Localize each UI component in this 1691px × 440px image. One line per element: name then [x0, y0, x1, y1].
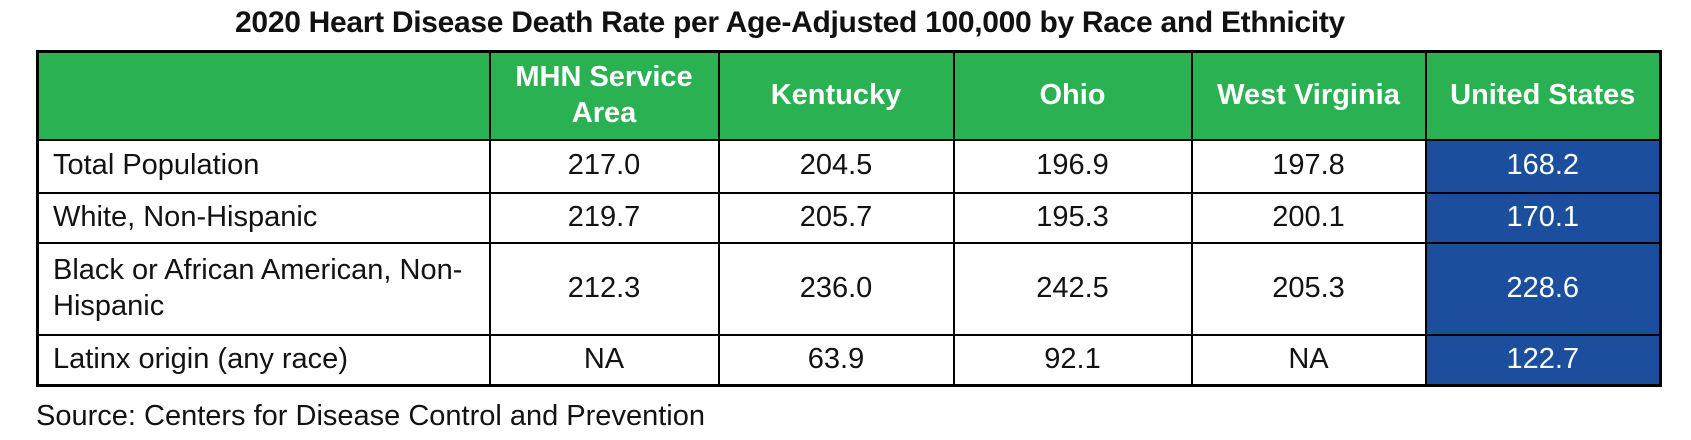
column-header-kentucky: Kentucky	[717, 50, 955, 141]
column-header-west-virginia: West Virginia	[1190, 50, 1427, 141]
column-header-united-states: United States	[1424, 50, 1662, 141]
chart-title: 2020 Heart Disease Death Rate per Age-Ad…	[235, 6, 1345, 39]
data-cell-west-virginia: NA	[1190, 333, 1427, 387]
data-cell-united-states: 122.7	[1424, 333, 1662, 387]
data-cell-west-virginia: 197.8	[1190, 138, 1427, 194]
data-cell-west-virginia: 205.3	[1190, 241, 1427, 336]
table-row-white-non-hispanic: White, Non-Hispanic 219.7 205.7 195.3 20…	[36, 191, 1662, 244]
data-cell-mhn: 217.0	[488, 138, 720, 194]
data-cell-west-virginia: 200.1	[1190, 191, 1427, 244]
data-cell-ohio: 195.3	[952, 191, 1193, 244]
column-header-mhn-service-area: MHN Service Area	[488, 50, 720, 141]
row-label: Total Population	[36, 138, 491, 194]
data-cell-mhn: 219.7	[488, 191, 720, 244]
data-cell-mhn: 212.3	[488, 241, 720, 336]
header-row: MHN Service Area Kentucky Ohio West Virg…	[36, 50, 1662, 141]
table-row-black-or-african-american: Black or African American, Non-Hispanic …	[36, 241, 1662, 336]
data-cell-ohio: 92.1	[952, 333, 1193, 387]
data-cell-mhn: NA	[488, 333, 720, 387]
data-cell-kentucky: 205.7	[717, 191, 955, 244]
source-note: Source: Centers for Disease Control and …	[36, 400, 705, 432]
row-label: White, Non-Hispanic	[36, 191, 491, 244]
column-header-ohio: Ohio	[952, 50, 1193, 141]
data-cell-united-states: 228.6	[1424, 241, 1662, 336]
data-cell-ohio: 242.5	[952, 241, 1193, 336]
row-label: Latinx origin (any race)	[36, 333, 491, 387]
data-cell-kentucky: 236.0	[717, 241, 955, 336]
data-cell-kentucky: 63.9	[717, 333, 955, 387]
data-cell-ohio: 196.9	[952, 138, 1193, 194]
data-cell-united-states: 168.2	[1424, 138, 1662, 194]
column-header-blank	[36, 50, 491, 141]
row-label: Black or African American, Non-Hispanic	[36, 241, 491, 336]
table-row-total-population: Total Population 217.0 204.5 196.9 197.8…	[36, 138, 1662, 194]
table-row-latinx-origin: Latinx origin (any race) NA 63.9 92.1 NA…	[36, 333, 1662, 387]
data-cell-united-states: 170.1	[1424, 191, 1662, 244]
data-cell-kentucky: 204.5	[717, 138, 955, 194]
death-rate-table: MHN Service Area Kentucky Ohio West Virg…	[36, 50, 1662, 387]
